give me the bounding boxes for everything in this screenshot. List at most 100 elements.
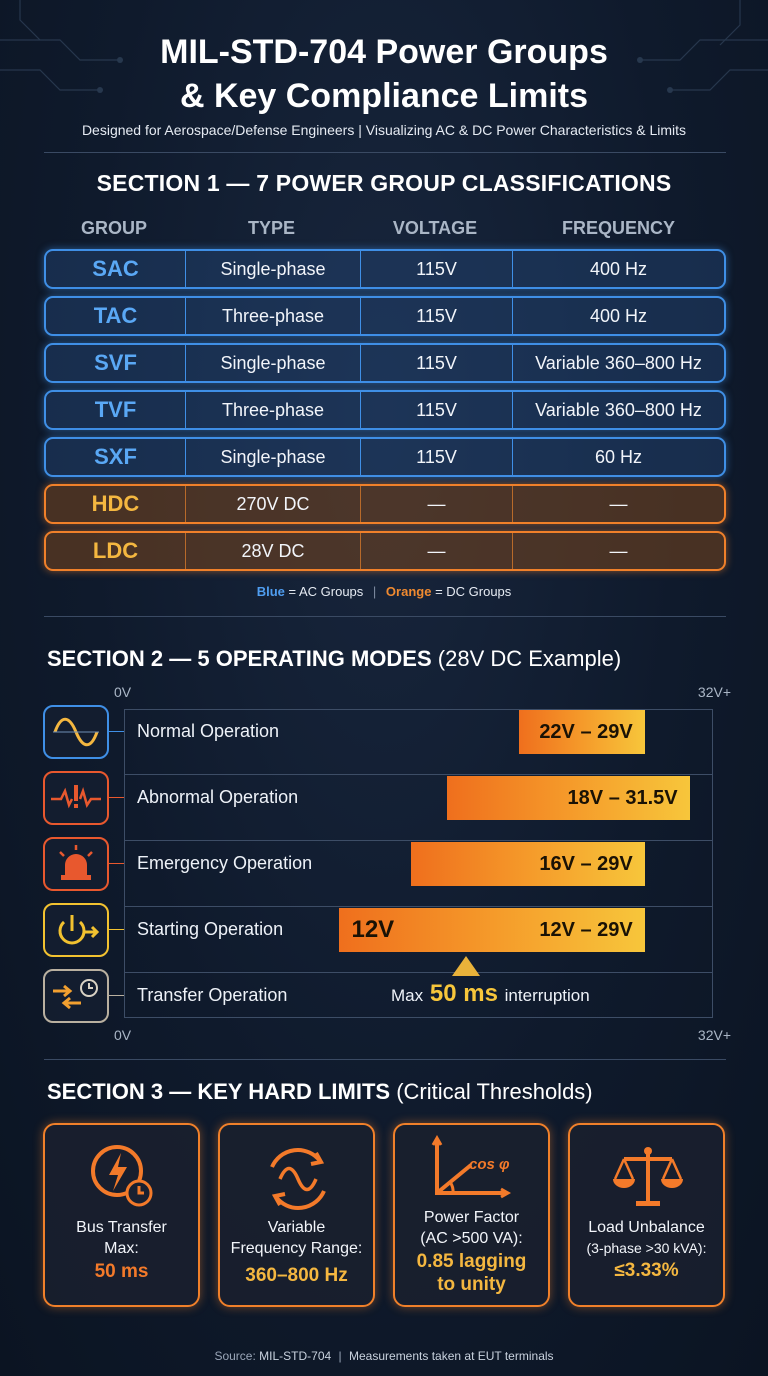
mode-label: Transfer Operation (137, 985, 288, 1005)
balance-scale-icon (613, 1147, 683, 1206)
icon-connector (109, 929, 124, 930)
source-footer: Source: MIL-STD-704 | Measurements taken… (0, 1349, 768, 1363)
table-row: SAC Single-phase 115V 400 Hz (44, 249, 726, 289)
range-label: 16V – 29V (539, 853, 633, 875)
frequency-cell: 60 Hz (512, 439, 724, 475)
icon-connector (109, 731, 124, 732)
power-arrow-icon (58, 915, 100, 945)
range-bar-normal: 22V – 29V (519, 710, 645, 754)
card-value: 50 ms (94, 1261, 149, 1282)
group-cell: HDC (91, 491, 140, 516)
axis-min-label-bottom: 0V (114, 1027, 132, 1043)
axis-max-label-top: 32V+ (697, 684, 731, 700)
axis-min-label-top: 0V (114, 684, 132, 700)
row-separator (124, 774, 713, 775)
voltage-cell: 115V (360, 298, 512, 334)
mode-label: Normal Operation (137, 721, 280, 741)
transfer-note: Max 50 ms interruption (391, 980, 590, 1008)
subtitle: Designed for Aerospace/Defense Engineers… (81, 122, 687, 138)
mode-label: Emergency Operation (137, 853, 313, 873)
transfer-note-value: 50 ms (429, 980, 498, 1007)
circuit-background (0, 0, 768, 93)
cos-phi-label: cos φ (469, 1156, 510, 1173)
limit-card-bus-transfer: Bus Transfer Max: 50 ms (43, 1123, 200, 1307)
voltage-cell: 115V (360, 439, 512, 475)
card-value: ≤3.33% (614, 1260, 679, 1281)
alert-waveform-icon (51, 785, 101, 809)
card-title-line: Variable (267, 1219, 326, 1236)
range-bar-abnormal: 18V – 31.5V (447, 776, 690, 820)
transfer-clock-icon (53, 979, 98, 1010)
icon-connector (109, 863, 124, 864)
card-title-line: Bus Transfer (76, 1219, 167, 1236)
card-value: 360–800 Hz (245, 1265, 348, 1286)
section1-heading: SECTION 1 — 7 POWER GROUP CLASSIFICATION… (96, 170, 672, 196)
type-cell: Single-phase (185, 439, 360, 475)
emergency-mode-icon-box (43, 837, 109, 891)
card-title-line: Max: (104, 1240, 139, 1257)
mode-label: Abnormal Operation (137, 787, 299, 807)
sine-wave-icon (53, 717, 99, 747)
frequency-cell: 400 Hz (512, 251, 724, 287)
legend-blue-word: Blue (256, 584, 285, 599)
divider (44, 1059, 726, 1060)
card-title-line: Frequency Range: (230, 1240, 363, 1257)
row-separator (124, 906, 713, 907)
frequency-cell: 400 Hz (512, 298, 724, 334)
source-label: Source: (214, 1349, 256, 1363)
icon-connector (109, 995, 124, 996)
frequency-cell: Variable 360–800 Hz (512, 392, 724, 428)
col-frequency: FREQUENCY (561, 218, 675, 238)
group-cell: SXF (94, 444, 137, 469)
group-cell: SVF (94, 350, 137, 375)
transfer-mode-icon-box (43, 969, 109, 1023)
row-separator (124, 972, 713, 973)
group-cell: SAC (92, 256, 139, 281)
range-bar-starting: 12V 12V – 29V (339, 908, 645, 952)
group-cell: TAC (93, 303, 138, 328)
card-title-line: (3-phase >30 kVA): (586, 1240, 707, 1256)
frequency-cell: Variable 360–800 Hz (512, 345, 724, 381)
row-separator (124, 840, 713, 841)
voltage-range-chart (124, 709, 713, 1018)
voltage-cell: 115V (360, 251, 512, 287)
axis-max-label-bottom: 32V+ (697, 1027, 731, 1043)
abnormal-mode-icon-box (43, 771, 109, 825)
legend-orange-word: Orange (385, 584, 432, 599)
siren-icon (59, 845, 93, 880)
source-note: Measurements taken at EUT terminals (349, 1349, 554, 1363)
type-cell: Single-phase (185, 345, 360, 381)
title-line-1: MIL-STD-704 Power Groups (160, 33, 608, 71)
section3-heading-light: (Critical Thresholds) (396, 1079, 593, 1104)
card-title-line: (AC >500 VA): (420, 1230, 523, 1247)
range-bar-emergency: 16V – 29V (411, 842, 645, 886)
card-title-line: Power Factor (423, 1209, 520, 1226)
source-value: MIL-STD-704 (259, 1349, 332, 1363)
cycle-waveform-icon (270, 1148, 326, 1210)
power-factor-angle-icon: cos φ (431, 1135, 511, 1199)
icon-connector (109, 797, 124, 798)
voltage-cell: — (360, 533, 512, 569)
col-type: TYPE (247, 218, 295, 238)
limit-card-frequency-range: Variable Frequency Range: 360–800 Hz (218, 1123, 375, 1307)
range-label: 18V – 31.5V (567, 787, 678, 809)
legend-orange-text: = DC Groups (435, 584, 512, 599)
group-cell: TVF (94, 397, 137, 422)
transfer-note-suffix: interruption (504, 986, 590, 1005)
frequency-cell: — (512, 486, 724, 522)
color-legend: Blue = AC Groups | Orange = DC Groups (0, 584, 768, 599)
voltage-cell: 115V (360, 345, 512, 381)
limit-card-power-factor: cos φ Power Factor (AC >500 VA): 0.85 la… (393, 1123, 550, 1307)
col-voltage: VOLTAGE (392, 218, 478, 238)
range-label: 22V – 29V (539, 721, 633, 743)
range-min-label: 12V (351, 916, 395, 943)
lightning-clock-icon (91, 1145, 153, 1207)
voltage-cell: 115V (360, 392, 512, 428)
table-row: LDC 28V DC — — (44, 531, 726, 571)
pointer-triangle-icon (452, 956, 480, 976)
section3-heading: SECTION 3 — KEY HARD LIMITS (Critical Th… (47, 1079, 593, 1105)
title-line-2: & Key Compliance Limits (179, 77, 589, 115)
table-row: TAC Three-phase 115V 400 Hz (44, 296, 726, 336)
type-cell: Three-phase (185, 298, 360, 334)
type-cell: Three-phase (185, 392, 360, 428)
